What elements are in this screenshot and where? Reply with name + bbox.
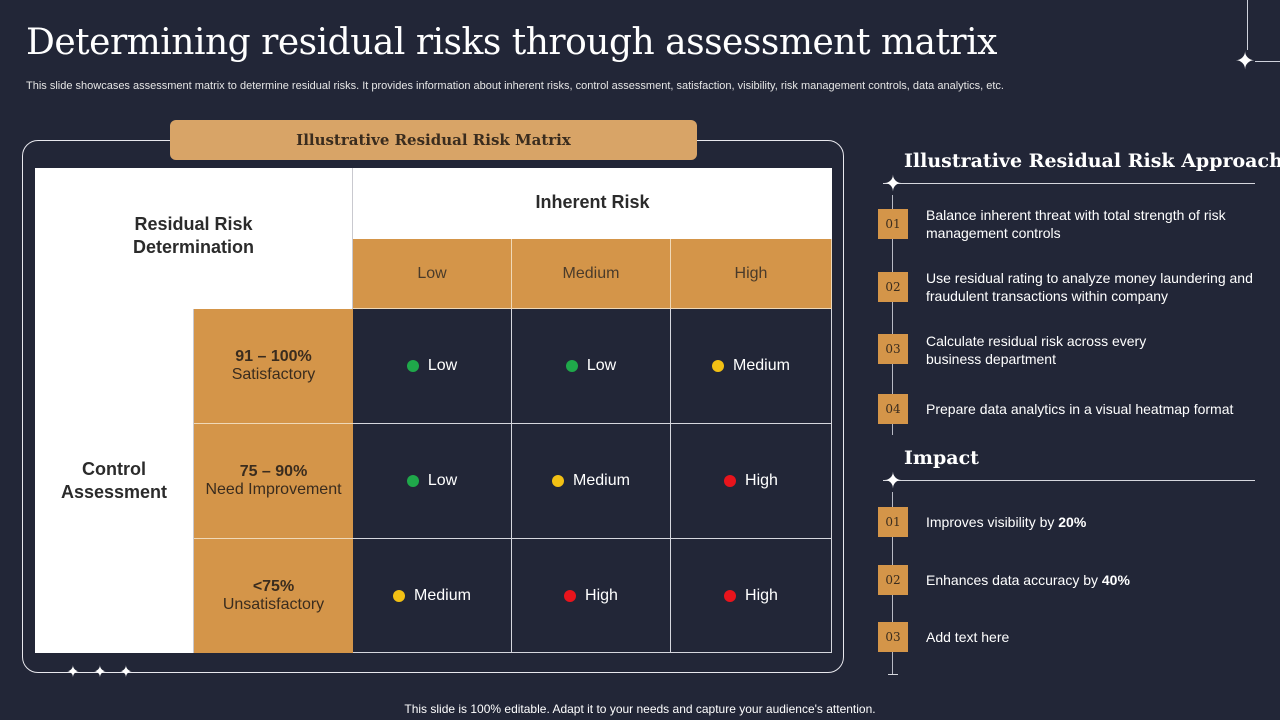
impact-text: Enhances data accuracy by <box>926 572 1102 588</box>
residual-risk-matrix: Residual Risk Determination Inherent Ris… <box>35 168 832 653</box>
risk-dot-icon <box>724 589 737 602</box>
risk-label: Medium <box>414 586 471 604</box>
sparkle-star-icon: ✦ <box>119 664 133 681</box>
approach-divider <box>883 183 1255 184</box>
matrix-cell: High <box>671 539 832 653</box>
step-number: 03 <box>878 622 908 652</box>
column-header-low: Low <box>353 239 512 309</box>
step-number: 01 <box>878 507 908 537</box>
risk-label: Medium <box>733 357 790 374</box>
row-status: Satisfactory <box>231 366 316 383</box>
row-header: <75% Unsatisfactory <box>194 539 353 653</box>
sparkle-star-icon: ✦ <box>1234 48 1256 75</box>
approach-title: Illustrative Residual Risk Approach <box>904 150 1280 172</box>
impact-divider <box>883 480 1255 481</box>
step-number: 03 <box>878 334 908 364</box>
risk-label: High <box>585 586 618 604</box>
row-header: 75 – 90% Need Improvement <box>194 424 353 539</box>
approach-item: Use residual rating to analyze money lau… <box>926 270 1253 304</box>
timeline-line <box>892 195 893 435</box>
column-header-high: High <box>671 239 832 309</box>
matrix-cell: High <box>671 424 832 539</box>
risk-label: High <box>745 472 778 489</box>
impact-text: Improves visibility by <box>926 514 1059 530</box>
risk-dot-icon <box>393 589 406 602</box>
impact-title: Impact <box>904 447 979 469</box>
matrix-cell: Low <box>353 309 512 424</box>
matrix-cell: Medium <box>671 309 832 424</box>
inherent-risk-header: Inherent Risk <box>353 168 832 239</box>
impact-value: 40% <box>1101 572 1130 588</box>
risk-dot-icon <box>564 589 577 602</box>
risk-label: High <box>745 586 778 604</box>
row-status: Unsatisfactory <box>222 596 325 613</box>
timeline-end <box>888 674 898 675</box>
impact-text: Add text here <box>926 629 1010 645</box>
page-subtitle: This slide showcases assessment matrix t… <box>26 80 1004 92</box>
step-number: 02 <box>878 272 908 302</box>
risk-label: Low <box>427 357 458 374</box>
corner-label-text: Residual Risk Determination <box>132 213 255 257</box>
sparkle-star-icon: ✦ <box>93 664 107 681</box>
matrix-cell: Low <box>353 424 512 539</box>
risk-dot-icon <box>724 475 737 487</box>
control-assessment-label: Control Assessment <box>35 309 194 653</box>
step-number: 02 <box>878 565 908 595</box>
corner-label: Residual Risk Determination <box>35 168 353 309</box>
row-status: Need Improvement <box>205 481 342 498</box>
row-percent: 75 – 90% <box>239 463 308 480</box>
page-title: Determining residual risks through asses… <box>26 22 997 63</box>
sparkle-star-icon: ✦ <box>66 664 80 681</box>
matrix-cell: Medium <box>353 539 512 653</box>
impact-item: Enhances data accuracy by 40% <box>926 571 1256 589</box>
row-percent: <75% <box>252 578 295 595</box>
row-header: 91 – 100% Satisfactory <box>194 309 353 424</box>
impact-item: Add text here <box>926 628 1256 646</box>
row-percent: 91 – 100% <box>235 348 312 365</box>
approach-item: Calculate residual risk across every bus… <box>926 333 1147 367</box>
sparkle-star-icon: ✦ <box>883 171 903 196</box>
decorative-line <box>1247 0 1248 50</box>
risk-dot-icon <box>406 475 419 487</box>
step-number: 01 <box>878 209 908 239</box>
sparkle-star-icon: ✦ <box>883 468 903 493</box>
step-number: 04 <box>878 394 908 424</box>
impact-value: 20% <box>1058 514 1087 530</box>
matrix-cell: High <box>512 539 671 653</box>
risk-dot-icon <box>565 360 578 372</box>
control-assessment-text: Control Assessment <box>60 459 168 502</box>
matrix-tab-title: Illustrative Residual Risk Matrix <box>170 120 697 160</box>
risk-label: Low <box>427 472 458 489</box>
matrix-cell: Low <box>512 309 671 424</box>
impact-item: Improves visibility by 20% <box>926 513 1256 531</box>
risk-label: Low <box>586 357 617 374</box>
risk-dot-icon <box>406 360 419 372</box>
decorative-line <box>1255 61 1280 62</box>
approach-item: Balance inherent threat with total stren… <box>926 207 1226 241</box>
footer-note: This slide is 100% editable. Adapt it to… <box>404 702 876 716</box>
matrix-cell: Medium <box>512 424 671 539</box>
approach-item: Prepare data analytics in a visual heatm… <box>926 401 1234 417</box>
column-header-medium: Medium <box>512 239 671 309</box>
risk-label: Medium <box>573 472 630 489</box>
inherent-risk-label: Inherent Risk <box>535 192 650 212</box>
risk-dot-icon <box>552 475 565 487</box>
risk-dot-icon <box>712 360 725 372</box>
